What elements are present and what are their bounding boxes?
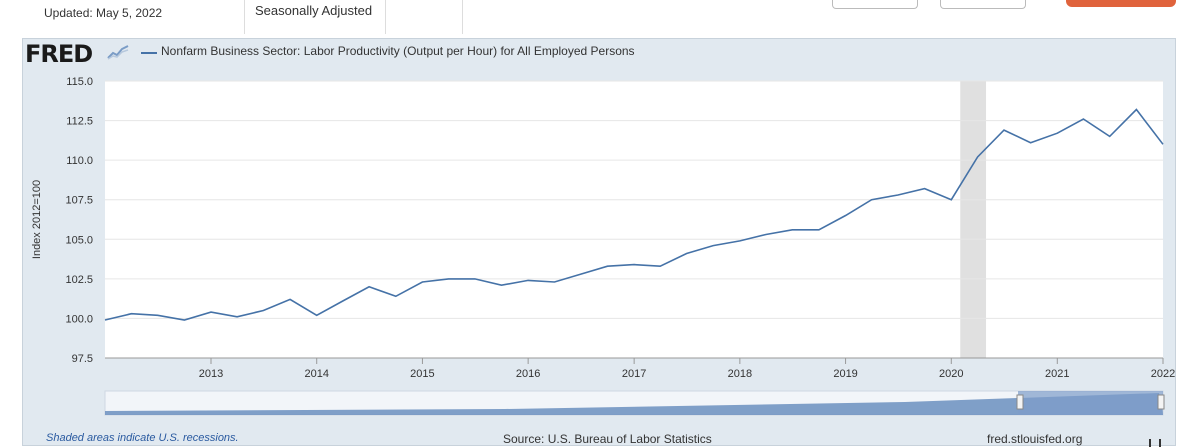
y-tick-label-6: 112.5 — [66, 116, 93, 128]
navigator-handle-left — [1016, 394, 1024, 410]
y-tick-label-0: 97.5 — [72, 353, 93, 365]
fred-logo: FRED — [25, 40, 93, 68]
x-tick-label-8: 2021 — [1045, 368, 1069, 380]
seasonal-adjustment-label: Seasonally Adjusted — [255, 3, 373, 18]
info-column — [384, 0, 463, 34]
navigator-selection — [1018, 391, 1163, 415]
x-tick-label-7: 2020 — [939, 368, 963, 380]
top-bar: Updated: May 5, 2022 Seasonally Adjusted — [0, 0, 1185, 38]
line-chart[interactable]: 97.5 100.0 102.5 105.0 107.5 110.0 112.5 115.0 2… — [23, 39, 1177, 447]
x-tick-label-6: 2019 — [833, 368, 857, 380]
y-tick-label-7: 115.0 — [66, 76, 93, 88]
fullscreen-icon[interactable] — [1149, 439, 1161, 447]
edit-graph-button[interactable] — [1066, 0, 1176, 7]
fred-url[interactable]: fred.stlouisfed.org — [987, 432, 1083, 446]
x-tick-label-0: 2013 — [199, 368, 223, 380]
y-tick-label-5: 110.0 — [66, 155, 93, 167]
x-tick-label-5: 2018 — [728, 368, 752, 380]
recession-shade-0 — [960, 81, 987, 358]
x-tick-label-3: 2016 — [516, 368, 540, 380]
x-tick-label-4: 2017 — [622, 368, 646, 380]
x-tick-label-9: 2022 — [1151, 368, 1175, 380]
data-source: Source: U.S. Bureau of Labor Statistics — [503, 432, 712, 446]
plot-background — [105, 81, 1163, 358]
toolbar-button-1[interactable] — [832, 0, 918, 9]
toolbar-button-2[interactable] — [940, 0, 1026, 9]
fred-logo-graph-icon — [107, 45, 129, 60]
y-axis-label: Index 2012=100 — [31, 180, 43, 259]
y-tick-label-1: 100.0 — [65, 313, 93, 325]
y-tick-label-4: 107.5 — [65, 195, 93, 207]
navigator-handle-right — [1157, 394, 1165, 410]
updated-date: Updated: May 5, 2022 — [44, 6, 163, 20]
legend-line-swatch — [141, 52, 157, 54]
navigator-area — [105, 393, 1163, 415]
seasonal-adjustment-box: Seasonally Adjusted — [244, 0, 386, 34]
series-line — [104, 108, 1164, 321]
recession-footnote: Shaded areas indicate U.S. recessions. — [46, 432, 239, 444]
chart-panel: FRED Nonfarm Business Sector: Labor Prod… — [22, 38, 1177, 447]
x-tick-label-2: 2015 — [410, 368, 434, 380]
y-tick-label-3: 105.0 — [65, 234, 93, 246]
y-tick-label-2: 102.5 — [65, 274, 93, 286]
x-tick-label-1: 2014 — [304, 368, 328, 380]
legend-series-name: Nonfarm Business Sector: Labor Productiv… — [161, 44, 635, 58]
